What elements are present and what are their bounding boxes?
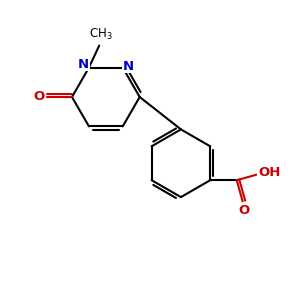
Text: OH: OH bbox=[258, 166, 280, 179]
Text: N: N bbox=[122, 60, 134, 73]
Text: O: O bbox=[238, 204, 250, 217]
Text: N: N bbox=[78, 58, 89, 70]
Text: CH$_3$: CH$_3$ bbox=[89, 27, 112, 42]
Text: O: O bbox=[33, 91, 44, 103]
